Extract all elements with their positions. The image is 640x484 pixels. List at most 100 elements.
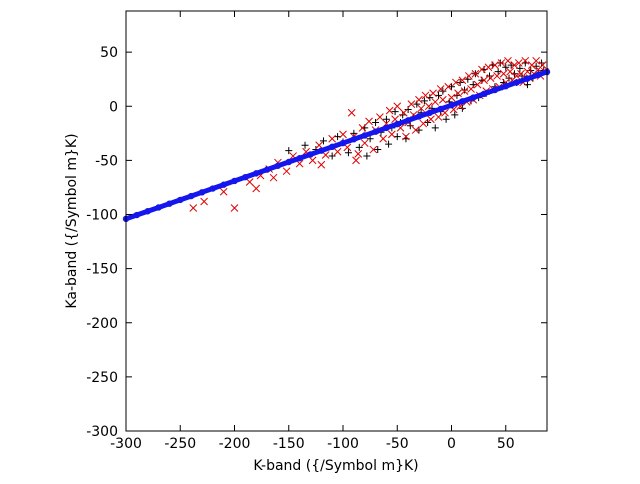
- plus-point: [448, 83, 456, 91]
- plus-point: [496, 59, 504, 67]
- cross-point: [245, 178, 254, 186]
- fit-line: [123, 69, 550, 222]
- cross-point: [189, 204, 198, 212]
- cross-point: [219, 187, 228, 196]
- cross-point: [458, 76, 467, 85]
- cross-point: [506, 67, 514, 76]
- cross-point: [252, 184, 261, 193]
- cross-point: [484, 63, 493, 72]
- cross-point: [532, 56, 541, 65]
- y-tick-label: -100: [86, 208, 118, 224]
- y-tick-label: 0: [109, 99, 118, 115]
- cross-point: [493, 72, 501, 80]
- plus-point: [328, 152, 336, 160]
- cross-point: [308, 156, 317, 165]
- cross-point: [497, 59, 506, 67]
- plot-frame: [125, 10, 548, 432]
- cross-point: [352, 156, 360, 165]
- plus-point: [406, 122, 414, 130]
- cross-point: [454, 89, 462, 98]
- series-2: [122, 68, 551, 223]
- x-tick-label: 50: [497, 436, 515, 452]
- plus-point: [382, 115, 390, 123]
- cross-point: [538, 61, 547, 69]
- cross-point: [230, 204, 239, 212]
- series-layer: [122, 56, 551, 223]
- x-tick-label: -200: [219, 436, 251, 452]
- plus-point: [374, 146, 382, 154]
- cross-point: [402, 132, 410, 141]
- cross-point: [417, 104, 425, 113]
- cross-point: [514, 59, 523, 67]
- cross-point: [365, 117, 373, 126]
- cross-point: [424, 102, 433, 111]
- cross-point: [376, 113, 384, 121]
- plus-point: [399, 111, 407, 119]
- cross-point: [385, 106, 394, 115]
- plus-point: [451, 111, 459, 119]
- cross-point: [467, 85, 475, 93]
- plus-point: [532, 62, 540, 70]
- x-tick-label: 0: [447, 436, 456, 452]
- cross-point: [438, 95, 447, 104]
- cross-point: [282, 167, 291, 176]
- cross-point: [517, 69, 525, 78]
- y-tick-label: 50: [100, 45, 118, 61]
- plus-point: [415, 126, 423, 134]
- cross-point: [436, 85, 445, 93]
- cross-point: [415, 95, 423, 104]
- y-tick-label: -150: [86, 262, 118, 278]
- plus-point: [431, 124, 439, 132]
- cross-point: [387, 130, 396, 139]
- x-tick-label: -300: [110, 436, 142, 452]
- cross-point: [431, 98, 440, 106]
- plus-point: [538, 59, 546, 67]
- cross-point: [504, 56, 512, 65]
- plus-point: [301, 141, 309, 149]
- cross-point: [512, 72, 521, 80]
- cross-point: [460, 87, 469, 95]
- cross-point: [399, 108, 408, 117]
- cross-point: [523, 67, 532, 76]
- cross-point: [407, 100, 416, 108]
- cross-point: [369, 145, 378, 154]
- plus-point: [453, 91, 461, 99]
- cross-point: [379, 134, 388, 143]
- y-tick-label: -200: [86, 316, 118, 332]
- cross-point: [347, 108, 356, 117]
- x-tick-label: -150: [273, 436, 305, 452]
- plus-point: [505, 74, 513, 82]
- cross-point: [328, 134, 337, 143]
- tick-layer: -300 -250 -200 -150 -100 -50 0 50 -300 -250 -200 -1…: [86, 11, 547, 452]
- cross-point: [521, 56, 530, 65]
- plus-point: [385, 140, 393, 148]
- plus-point: [442, 115, 450, 123]
- cross-point: [339, 130, 347, 139]
- y-axis-label: Ka-band ({/Symbol m}K): [64, 133, 80, 308]
- plus-point: [319, 137, 327, 145]
- series-1: [189, 56, 549, 212]
- cross-point: [333, 147, 342, 156]
- cross-point: [429, 89, 437, 98]
- x-tick-label: -50: [386, 436, 409, 452]
- y-tick-label: -250: [86, 370, 118, 386]
- cross-point: [491, 61, 499, 69]
- cross-point: [480, 76, 488, 85]
- plus-point: [393, 133, 401, 141]
- cross-point: [317, 160, 326, 169]
- cross-point: [427, 115, 435, 124]
- cross-point: [360, 139, 369, 147]
- plus-point: [507, 61, 515, 69]
- cross-point: [478, 65, 486, 74]
- cross-point: [358, 124, 367, 132]
- plus-point: [391, 108, 399, 116]
- plus-point: [420, 97, 428, 105]
- cross-point: [419, 119, 428, 128]
- plus-point: [485, 72, 493, 80]
- cross-point: [452, 78, 460, 87]
- cross-point: [411, 126, 420, 134]
- cross-point: [444, 82, 453, 91]
- plus-point: [366, 135, 374, 143]
- cross-point: [471, 69, 480, 78]
